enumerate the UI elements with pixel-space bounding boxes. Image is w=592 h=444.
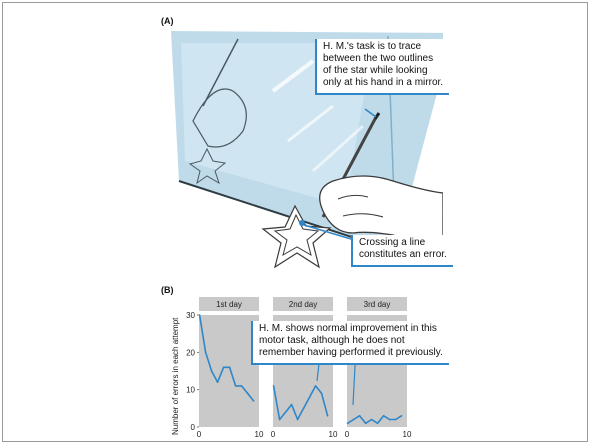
data-point (308, 396, 311, 398)
data-point (364, 422, 367, 425)
data-point (290, 403, 293, 406)
data-point (284, 411, 287, 413)
data-point (240, 385, 243, 387)
panel-title-tab (199, 297, 259, 311)
improvement-callout-line: H. M. shows normal improvement in this (259, 323, 437, 334)
data-point (320, 392, 323, 395)
task-callout-line: between the two outlines (323, 53, 434, 64)
data-point (222, 366, 225, 369)
error-callout-line: constitutes an error. (359, 249, 447, 260)
star-outer (261, 204, 332, 269)
data-point (326, 415, 329, 417)
task-callout-line: H. M.'s task is to trace (323, 41, 422, 52)
reflected-pencil (202, 38, 239, 107)
tracing-point (299, 220, 305, 226)
error-callout-line: Crossing a line (359, 237, 426, 248)
data-point (352, 418, 355, 421)
mirror-streak (311, 124, 365, 173)
x-tick-label: 0 (271, 430, 276, 439)
data-point (252, 400, 255, 402)
data-point (210, 370, 213, 372)
data-point (302, 407, 305, 410)
data-point (204, 351, 207, 354)
y-tick-label: 20 (186, 348, 195, 357)
error-callout: Crossing a line constitutes an error. (351, 235, 453, 267)
data-point (198, 314, 201, 316)
panel-title: 1st day (216, 300, 242, 309)
error-chart: 0 10 20 30 1st day 0 10 2nd day 0 10 3rd day 0 10 (186, 297, 412, 439)
improvement-callout-line: remember having performed it previously. (259, 347, 443, 358)
mirror-streak (271, 59, 315, 93)
panel-b-label: (B) (161, 285, 174, 295)
data-point (314, 385, 317, 387)
improvement-callout: H. M. shows normal improvement in this m… (251, 321, 449, 365)
callout-leader (303, 224, 352, 240)
data-point (228, 366, 231, 369)
panel-title-tab (347, 297, 407, 311)
panel-a-label: (A) (161, 16, 174, 26)
star-inner (273, 213, 320, 257)
data-point (216, 381, 219, 383)
data-point (388, 418, 391, 421)
data-point (296, 418, 299, 421)
reflected-hand (192, 88, 247, 148)
hand-crease (342, 213, 384, 218)
series-line (198, 314, 255, 402)
x-tick-label: 0 (345, 430, 350, 439)
x-tick-label: 10 (329, 430, 338, 439)
y-tick-label: 30 (186, 311, 195, 320)
panel-title-tab (273, 297, 333, 311)
pencil-tip (373, 112, 381, 120)
task-callout-line: only at his hand in a mirror. (323, 77, 444, 88)
data-point (370, 418, 373, 421)
mirror-streak (287, 104, 334, 143)
plot-area (199, 315, 259, 427)
y-tick-label: 10 (186, 386, 195, 395)
hand (319, 175, 443, 243)
x-tick-label: 10 (255, 430, 264, 439)
y-axis-label: Number of errors in each attempt (171, 317, 180, 435)
data-point (358, 415, 361, 417)
reflected-star (188, 147, 227, 185)
y-tick-label: 0 (191, 423, 196, 432)
data-point (278, 418, 281, 421)
data-point (382, 415, 385, 417)
hand-crease (337, 194, 369, 200)
panel-title: 3rd day (364, 300, 391, 309)
data-point (246, 392, 249, 395)
task-callout: H. M.'s task is to trace between the two… (315, 39, 450, 95)
data-point (234, 385, 237, 387)
callout-leader (364, 108, 377, 118)
task-callout-line: of the star while looking (323, 65, 428, 76)
data-point (376, 422, 379, 425)
series-line (272, 385, 329, 421)
x-tick-label: 0 (197, 430, 202, 439)
data-point (400, 415, 403, 417)
data-point (272, 385, 275, 387)
data-point (394, 418, 397, 421)
series-line (347, 415, 403, 425)
data-point (346, 422, 349, 425)
improvement-callout-line: motor task, although he does not (259, 335, 405, 346)
panel-title: 2nd day (289, 300, 317, 309)
x-tick-label: 10 (403, 430, 412, 439)
